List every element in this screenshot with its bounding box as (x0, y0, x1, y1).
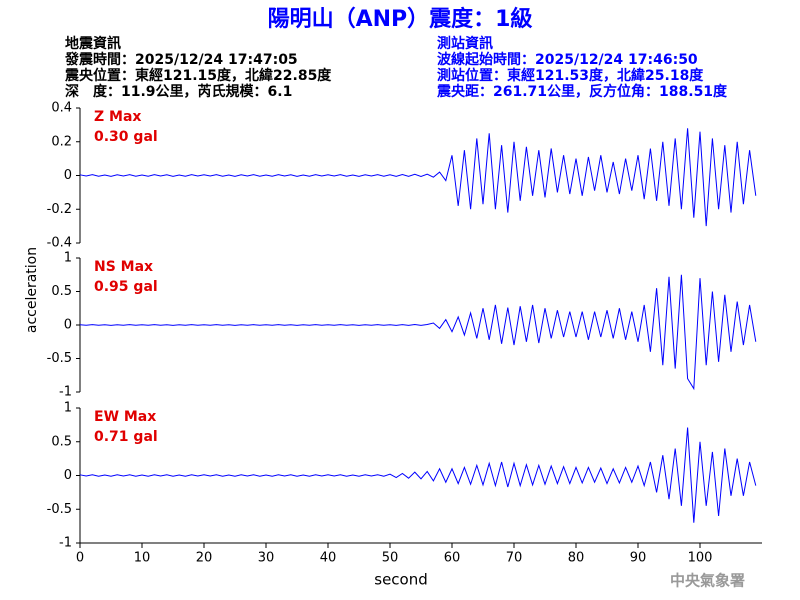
max-label: NS Max (94, 259, 153, 275)
info-text: 發震時間：2025/12/24 17:47:05 (64, 51, 298, 68)
y-tick-label: 0.5 (51, 284, 72, 299)
max-value: 0.71 gal (94, 429, 158, 445)
y-tick-label: 0 (64, 318, 72, 333)
y-tick-label: 1 (64, 401, 72, 416)
waveform (79, 274, 757, 391)
x-tick-label: 90 (630, 551, 647, 566)
y-tick-label: 1 (64, 251, 72, 266)
info-text: 深 度：11.9公里，芮氏規模：6.1 (65, 83, 292, 100)
max-label: Z Max (94, 109, 141, 125)
x-tick-label: 10 (134, 551, 151, 566)
x-tick-label: 40 (320, 551, 337, 566)
waveform (79, 128, 757, 227)
title: 陽明山（ANP）震度：1級 (268, 6, 533, 32)
station-text: 波線起始時間：2025/12/24 17:46:50 (437, 51, 698, 68)
x-axis-label: second (374, 571, 428, 589)
y-tick-label: -0.5 (47, 502, 72, 517)
y-tick-label: 0.5 (51, 434, 72, 449)
y-axis-label: acceleration (24, 247, 40, 333)
x-tick-label: 50 (382, 551, 399, 566)
y-tick-label: -1 (59, 536, 72, 551)
max-label: EW Max (94, 409, 156, 425)
x-tick-label: 100 (688, 551, 713, 566)
y-tick-label: 0 (64, 468, 72, 483)
x-tick-label: 80 (568, 551, 585, 566)
info-text: 震央位置：東經121.15度，北緯22.85度 (64, 67, 332, 84)
y-tick-label: -1 (59, 385, 72, 400)
x-tick-label: 20 (196, 551, 213, 566)
x-tick-label: 0 (76, 551, 84, 566)
x-tick-label: 70 (506, 551, 523, 566)
y-tick-label: 0 (64, 168, 72, 183)
footer: 中央氣象署 (670, 572, 745, 590)
x-tick-label: 30 (258, 551, 275, 566)
waveform (79, 427, 757, 523)
station-text: 測站位置：東經121.53度，北緯25.18度 (437, 67, 704, 84)
station-text: 震央距：261.71公里，反方位角：188.51度 (436, 83, 728, 100)
y-tick-label: -0.5 (47, 351, 72, 366)
y-tick-label: -0.4 (47, 236, 72, 251)
max-value: 0.95 gal (94, 279, 158, 295)
y-tick-label: -0.2 (47, 202, 72, 217)
max-value: 0.30 gal (94, 129, 158, 145)
station-text: 測站資訊 (437, 35, 493, 52)
x-tick-label: 60 (444, 551, 461, 566)
info-text: 地震資訊 (65, 35, 121, 52)
y-tick-label: 0.2 (51, 134, 72, 149)
y-tick-label: 0.4 (51, 101, 72, 116)
